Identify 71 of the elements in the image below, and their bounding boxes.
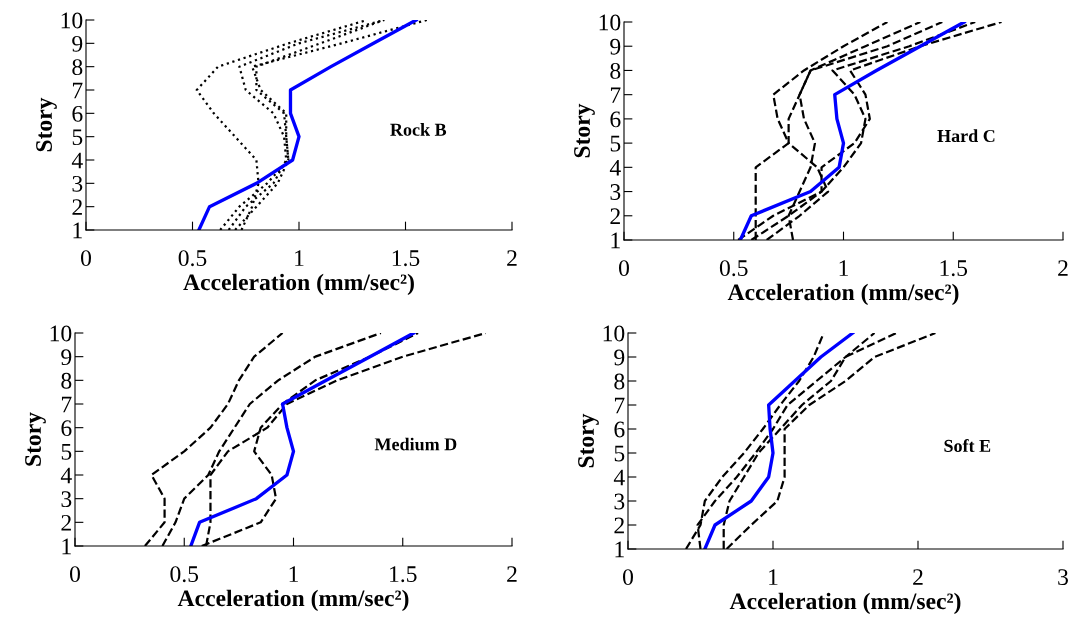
- y-tick-label: 9: [614, 349, 625, 366]
- x-tick-label: 0: [81, 250, 91, 267]
- y-tick-label: 5: [61, 444, 72, 460]
- y-axis-title: Story: [578, 413, 599, 468]
- y-tick-label: 5: [614, 445, 625, 462]
- y-tick-label: 1: [73, 222, 82, 239]
- y-tick-label: 8: [610, 62, 621, 79]
- y-tick-label: 1: [615, 541, 624, 558]
- x-tick-label: 0.5: [170, 566, 199, 583]
- y-tick-label: 8: [72, 59, 83, 76]
- x-tick-label: 0.5: [719, 260, 748, 277]
- y-tick-label: 2: [61, 514, 71, 531]
- y-tick-label: 2: [614, 517, 624, 534]
- y-tick-label: 8: [614, 373, 625, 390]
- x-tick-label: 2: [507, 566, 517, 582]
- x-tick-label: 2: [507, 250, 517, 266]
- x-tick-label: 0.5: [178, 250, 207, 267]
- y-tick-label: 10: [61, 12, 83, 29]
- x-tick-label: 1: [289, 566, 298, 582]
- y-tick-label: 7: [72, 82, 83, 99]
- y-tick-label: 5: [610, 135, 621, 152]
- y-tick-label: 3: [61, 491, 72, 508]
- y-axis-title: Story: [574, 103, 595, 158]
- x-tick-label: 2: [913, 569, 923, 585]
- x-tick-label: 2: [1058, 260, 1068, 276]
- y-tick-label: 4: [609, 159, 621, 176]
- y-tick-label: 7: [610, 87, 621, 103]
- y-tick-label: 9: [610, 38, 621, 55]
- x-axis-title: Acceleration (mm/sec²): [727, 283, 959, 306]
- y-tick-label: 3: [610, 184, 621, 200]
- y-tick-label: 1: [611, 232, 620, 249]
- x-tick-label: 1: [769, 569, 778, 585]
- y-tick-label: 7: [61, 396, 72, 413]
- y-axis-title: Story: [25, 412, 46, 466]
- annotation: Soft E: [944, 439, 991, 452]
- y-tick-label: 5: [72, 129, 83, 146]
- x-axis-title: Acceleration (mm/sec²): [177, 589, 409, 612]
- y-tick-label: 7: [614, 397, 625, 414]
- y-tick-label: 6: [610, 111, 621, 128]
- annotation: Rock B: [390, 123, 447, 136]
- annotation: Hard C: [937, 129, 995, 143]
- x-tick-label: 1.5: [390, 566, 417, 583]
- y-tick-label: 3: [614, 493, 625, 510]
- x-tick-label: 0: [70, 566, 80, 583]
- y-tick-label: 9: [61, 349, 72, 366]
- y-tick-label: 10: [603, 325, 625, 342]
- x-axis-title: Acceleration (mm/sec²): [183, 273, 414, 296]
- y-axis-title: Story: [36, 97, 57, 152]
- x-tick-label: 0: [623, 569, 633, 586]
- y-tick-label: 4: [60, 467, 72, 484]
- y-tick-label: 9: [72, 35, 83, 52]
- annotation: Medium D: [374, 437, 457, 451]
- x-tick-label: 1.5: [392, 250, 420, 267]
- x-tick-label: 1: [295, 250, 304, 266]
- y-tick-label: 4: [71, 152, 83, 169]
- x-tick-label: 3: [1058, 569, 1068, 586]
- y-tick-label: 8: [61, 372, 72, 389]
- x-axis-title: Acceleration (mm/sec²): [729, 592, 961, 615]
- y-tick-label: 6: [72, 105, 83, 122]
- y-tick-label: 6: [61, 420, 72, 437]
- x-tick-label: 1: [839, 260, 848, 276]
- y-tick-label: 2: [610, 208, 620, 224]
- y-tick-label: 3: [72, 175, 83, 192]
- y-tick-label: 4: [613, 469, 625, 486]
- y-tick-label: 2: [72, 199, 82, 215]
- y-tick-label: 1: [62, 538, 71, 555]
- x-tick-label: 0: [619, 260, 629, 277]
- y-tick-label: 6: [614, 421, 625, 438]
- y-tick-label: 10: [599, 14, 621, 31]
- y-tick-label: 10: [50, 325, 72, 342]
- x-tick-label: 1.5: [940, 260, 968, 277]
